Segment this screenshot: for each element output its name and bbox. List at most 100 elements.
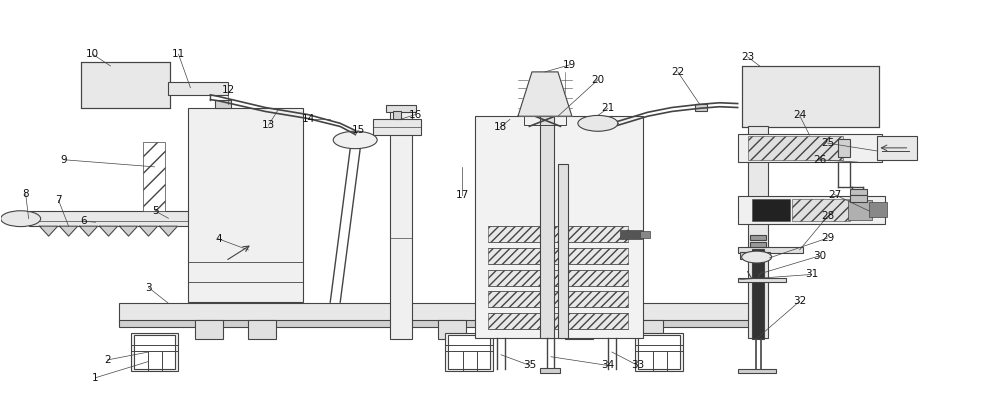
Bar [188, 108, 303, 302]
Bar [524, 116, 566, 125]
Bar [134, 335, 175, 369]
Text: 35: 35 [523, 360, 537, 370]
Bar [168, 82, 228, 95]
Text: 4: 4 [215, 234, 222, 244]
Text: 29: 29 [821, 233, 834, 243]
Text: 11: 11 [172, 49, 185, 59]
Polygon shape [100, 226, 118, 236]
Bar [748, 127, 768, 338]
Bar [488, 270, 628, 285]
Bar [638, 335, 680, 369]
Text: 15: 15 [352, 125, 365, 135]
Bar [143, 142, 165, 211]
Bar [195, 320, 223, 339]
Text: 17: 17 [455, 189, 469, 200]
Bar [488, 226, 628, 242]
Text: 16: 16 [408, 110, 422, 119]
Bar [386, 105, 416, 112]
Bar [748, 136, 843, 160]
Text: 3: 3 [145, 283, 152, 293]
Bar [119, 303, 766, 322]
Polygon shape [40, 226, 58, 236]
Bar [635, 320, 663, 339]
Bar [393, 111, 401, 119]
Bar [742, 66, 879, 127]
Text: 14: 14 [302, 114, 315, 124]
Text: 22: 22 [671, 67, 684, 77]
Text: 7: 7 [55, 195, 62, 206]
Polygon shape [120, 226, 138, 236]
Bar [848, 200, 872, 220]
Bar [200, 212, 210, 225]
Bar [248, 320, 276, 339]
Bar [488, 248, 628, 264]
Bar [540, 116, 554, 338]
Circle shape [333, 131, 377, 148]
Text: 8: 8 [22, 189, 29, 199]
Bar [558, 164, 568, 338]
Bar [752, 249, 764, 339]
Text: 31: 31 [805, 270, 818, 279]
Bar [565, 320, 593, 339]
Text: 27: 27 [828, 189, 841, 200]
Bar [340, 135, 370, 145]
Text: 13: 13 [262, 120, 275, 130]
Bar [635, 333, 683, 370]
Bar [438, 320, 466, 339]
Circle shape [1, 211, 41, 227]
Bar [850, 195, 867, 202]
Text: 10: 10 [86, 49, 99, 59]
Bar [738, 134, 882, 162]
Bar [488, 291, 628, 307]
Bar [695, 104, 707, 112]
Polygon shape [80, 226, 98, 236]
Text: 6: 6 [80, 216, 87, 226]
Bar [445, 333, 493, 370]
Bar [750, 242, 766, 247]
Bar [869, 202, 887, 218]
Bar [475, 116, 643, 338]
Bar [390, 112, 412, 339]
Bar [620, 230, 642, 239]
Text: 30: 30 [813, 251, 826, 261]
Text: 25: 25 [821, 138, 834, 148]
Bar [119, 320, 766, 327]
Bar [448, 335, 490, 369]
Bar [750, 235, 766, 240]
Text: 34: 34 [601, 360, 614, 370]
Bar [738, 196, 885, 224]
Text: 24: 24 [793, 110, 806, 120]
Bar [215, 100, 231, 108]
Bar [738, 278, 786, 281]
Polygon shape [518, 72, 572, 116]
Text: 19: 19 [563, 60, 577, 70]
Text: 26: 26 [813, 155, 826, 165]
Text: 23: 23 [741, 52, 754, 62]
Text: 32: 32 [793, 296, 806, 306]
Bar [850, 189, 867, 195]
Bar [838, 139, 850, 156]
Text: 33: 33 [631, 360, 644, 370]
Text: 5: 5 [152, 206, 159, 216]
Bar [9, 215, 23, 222]
Bar [81, 62, 170, 108]
Bar [131, 333, 178, 370]
Text: 1: 1 [92, 373, 99, 383]
Bar [29, 211, 203, 226]
Polygon shape [159, 226, 177, 236]
Text: 28: 28 [821, 211, 834, 221]
Bar [752, 198, 790, 222]
Bar [540, 368, 560, 372]
Bar [738, 247, 803, 253]
Bar [373, 119, 421, 135]
Polygon shape [140, 226, 157, 236]
Text: 9: 9 [60, 155, 67, 165]
Bar [877, 136, 917, 160]
Bar [740, 252, 770, 258]
Text: 20: 20 [591, 75, 604, 85]
Text: 18: 18 [493, 122, 507, 132]
Circle shape [578, 116, 618, 131]
Text: 21: 21 [601, 103, 614, 113]
Bar [792, 198, 850, 222]
Bar [738, 368, 776, 372]
